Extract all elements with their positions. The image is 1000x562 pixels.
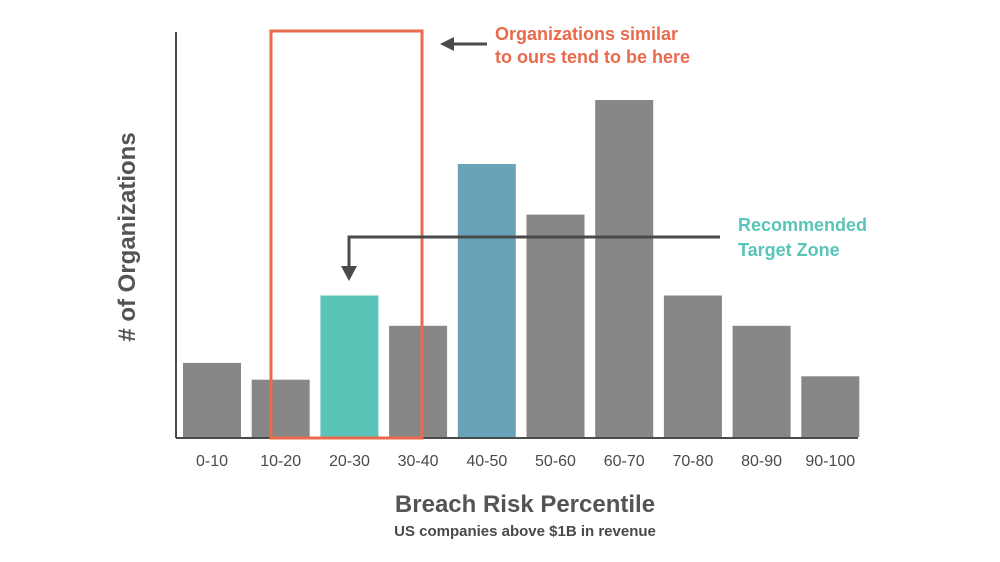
bar-70-80 xyxy=(663,295,722,437)
x-tick-label: 60-70 xyxy=(604,453,645,470)
x-axis-subtitle: US companies above $1B in revenue xyxy=(394,523,656,540)
x-tick-label: 0-10 xyxy=(196,453,228,470)
bar-90-100 xyxy=(801,376,860,437)
x-tick-label: 90-100 xyxy=(805,453,855,470)
bar-30-40 xyxy=(389,325,448,437)
x-tick-label: 70-80 xyxy=(672,453,713,470)
x-tick-label: 80-90 xyxy=(741,453,782,470)
bar-0-10 xyxy=(183,362,241,437)
similar-orgs-label-line2: to ours tend to be here xyxy=(495,47,690,67)
bar-10-20 xyxy=(251,379,310,437)
x-axis-title: Breach Risk Percentile xyxy=(395,491,655,518)
target-zone-label-line1: Recommended xyxy=(738,215,867,235)
x-tick-label: 40-50 xyxy=(466,453,507,470)
similar-orgs-label-line1: Organizations similar xyxy=(495,24,678,44)
bar-80-90 xyxy=(732,325,791,437)
bar-40-50 xyxy=(457,164,516,437)
y-axis-title: # of Organizations xyxy=(114,132,141,341)
bar-60-70 xyxy=(595,100,654,437)
x-tick-label: 50-60 xyxy=(535,453,576,470)
similar-orgs-arrowhead xyxy=(440,37,454,51)
x-tick-label: 10-20 xyxy=(260,453,301,470)
target-zone-arrow-line xyxy=(347,235,720,268)
x-tick-label: 20-30 xyxy=(329,453,370,470)
similar-orgs-highlight-box xyxy=(269,29,424,440)
bars-group xyxy=(183,100,860,437)
x-tick-labels: 0-10 10-20 20-30 30-40 40-50 50-60 60-70 70-80 8… xyxy=(196,453,855,470)
target-zone-label-line2: Target Zone xyxy=(738,240,840,260)
bar-20-30 xyxy=(320,295,379,437)
x-tick-label: 30-40 xyxy=(398,453,439,470)
bar-50-60 xyxy=(526,214,585,437)
target-zone-arrowhead xyxy=(341,266,357,281)
